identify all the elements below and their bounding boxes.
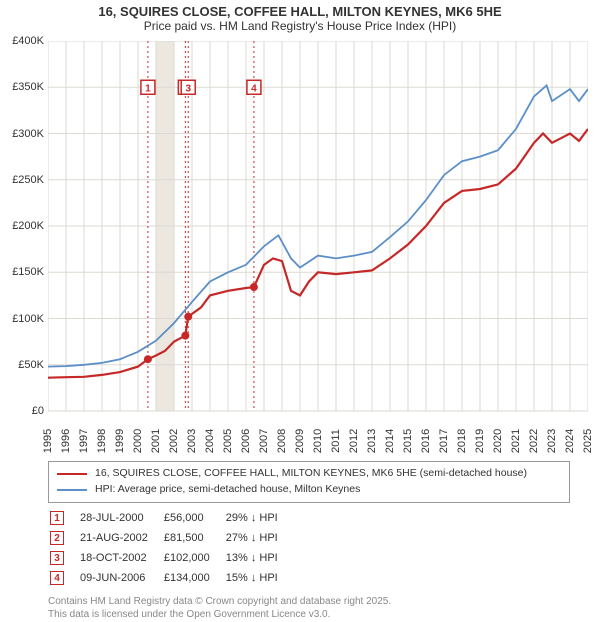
x-axis-label: 2000 (132, 429, 144, 453)
x-axis-label: 2001 (150, 429, 162, 453)
x-axis-label: 2025 (582, 429, 594, 453)
sale-delta: 29% ↓ HPI (226, 509, 292, 527)
sale-date: 18-OCT-2002 (80, 549, 162, 567)
sale-delta: 15% ↓ HPI (226, 569, 292, 587)
sale-marker-icon: 1 (50, 511, 64, 525)
x-axis-label: 2011 (330, 429, 342, 453)
sale-delta: 13% ↓ HPI (226, 549, 292, 567)
legend-label-1: 16, SQUIRES CLOSE, COFFEE HALL, MILTON K… (95, 466, 527, 482)
svg-text:4: 4 (251, 83, 257, 94)
x-axis-label: 2015 (402, 429, 414, 453)
x-axis-label: 2010 (312, 429, 324, 453)
y-axis-label: £100K (12, 313, 44, 325)
sale-price: £81,500 (164, 529, 224, 547)
svg-text:3: 3 (185, 83, 191, 94)
x-axis-label: 2023 (546, 429, 558, 453)
footer-line1: Contains HM Land Registry data © Crown c… (48, 595, 570, 609)
legend-box: 16, SQUIRES CLOSE, COFFEE HALL, MILTON K… (48, 461, 570, 503)
sale-delta: 27% ↓ HPI (226, 529, 292, 547)
x-axis-label: 2019 (474, 429, 486, 453)
y-axis-label: £400K (12, 35, 44, 47)
x-axis-label: 2007 (258, 429, 270, 453)
chart-area: 1234 £0£50K£100K£150K£200K£250K£300K£350… (0, 35, 600, 455)
y-axis-label: £250K (12, 174, 44, 186)
table-row: 3 18-OCT-2002£102,00013% ↓ HPI (50, 549, 292, 567)
x-axis-label: 2016 (420, 429, 432, 453)
y-axis-label: £200K (12, 220, 44, 232)
x-axis-label: 2018 (456, 429, 468, 453)
sale-marker-icon: 3 (50, 551, 64, 565)
sale-marker-icon: 4 (50, 571, 64, 585)
y-axis-label: £0 (32, 405, 44, 417)
y-axis-label: £350K (12, 81, 44, 93)
legend-swatch-1 (57, 473, 87, 475)
y-axis-label: £300K (12, 128, 44, 140)
x-axis-label: 2022 (528, 429, 540, 453)
x-axis-label: 2002 (168, 429, 180, 453)
x-axis-label: 2009 (294, 429, 306, 453)
sales-table: 1 28-JUL-2000£56,00029% ↓ HPI 2 21-AUG-2002… (48, 507, 294, 589)
y-axis-label: £50K (18, 359, 44, 371)
x-axis-label: 2008 (276, 429, 288, 453)
x-axis-label: 2024 (564, 429, 576, 453)
table-row: 2 21-AUG-2002£81,50027% ↓ HPI (50, 529, 292, 547)
footer-line2: This data is licensed under the Open Gov… (48, 608, 570, 622)
svg-text:1: 1 (145, 83, 151, 94)
x-axis-label: 1995 (42, 429, 54, 453)
x-axis-label: 1996 (60, 429, 72, 453)
legend-row-2: HPI: Average price, semi-detached house,… (57, 482, 561, 498)
x-axis-label: 2004 (204, 429, 216, 453)
chart-title-line2: Price paid vs. HM Land Registry's House … (0, 19, 600, 35)
legend-swatch-2 (57, 489, 87, 491)
sale-marker-icon: 2 (50, 531, 64, 545)
sale-price: £56,000 (164, 509, 224, 527)
x-axis-label: 2021 (510, 429, 522, 453)
x-axis-label: 2006 (240, 429, 252, 453)
x-axis-label: 2012 (348, 429, 360, 453)
y-axis-label: £150K (12, 266, 44, 278)
table-row: 1 28-JUL-2000£56,00029% ↓ HPI (50, 509, 292, 527)
x-axis-label: 2014 (384, 429, 396, 453)
x-axis-label: 2005 (222, 429, 234, 453)
x-axis-label: 2017 (438, 429, 450, 453)
x-axis-label: 2013 (366, 429, 378, 453)
sale-date: 21-AUG-2002 (80, 529, 162, 547)
sale-date: 09-JUN-2006 (80, 569, 162, 587)
chart-svg: 1234 (48, 41, 588, 439)
x-axis-label: 1998 (96, 429, 108, 453)
sale-price: £134,000 (164, 569, 224, 587)
x-axis-label: 1997 (78, 429, 90, 453)
sale-price: £102,000 (164, 549, 224, 567)
x-axis-label: 1999 (114, 429, 126, 453)
x-axis-label: 2003 (186, 429, 198, 453)
footer-attribution: Contains HM Land Registry data © Crown c… (48, 595, 570, 622)
legend-row-1: 16, SQUIRES CLOSE, COFFEE HALL, MILTON K… (57, 466, 561, 482)
x-axis-label: 2020 (492, 429, 504, 453)
sale-date: 28-JUL-2000 (80, 509, 162, 527)
table-row: 4 09-JUN-2006£134,00015% ↓ HPI (50, 569, 292, 587)
legend-label-2: HPI: Average price, semi-detached house,… (95, 482, 360, 498)
chart-title-line1: 16, SQUIRES CLOSE, COFFEE HALL, MILTON K… (0, 0, 600, 19)
